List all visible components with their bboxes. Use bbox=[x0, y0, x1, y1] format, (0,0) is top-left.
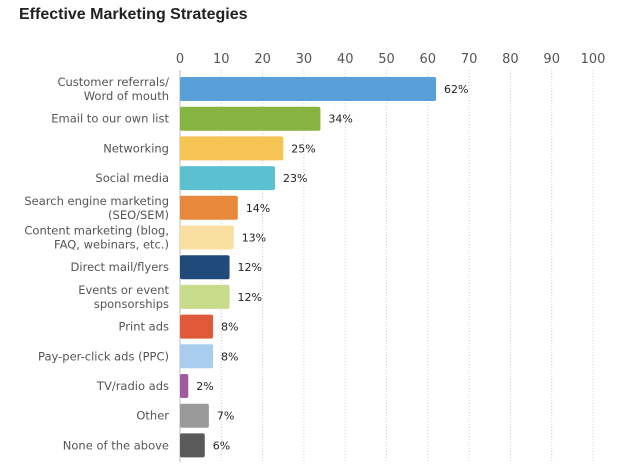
bar bbox=[180, 403, 209, 428]
x-tick-label: 0 bbox=[176, 52, 184, 67]
data-label: 23% bbox=[283, 172, 307, 185]
bar bbox=[180, 314, 214, 339]
x-tick-label: 50 bbox=[378, 52, 395, 67]
category-label: sponsorships bbox=[94, 297, 169, 311]
bar bbox=[180, 433, 205, 458]
category-label: Pay-per-click ads (PPC) bbox=[38, 349, 169, 363]
x-tick-label: 100 bbox=[581, 52, 606, 67]
category-label: Other bbox=[136, 409, 169, 423]
category-label: FAQ, webinars, etc.) bbox=[54, 238, 169, 252]
bar bbox=[180, 344, 214, 369]
bar bbox=[180, 374, 189, 398]
data-label: 14% bbox=[246, 202, 270, 215]
category-label: Search engine marketing bbox=[24, 194, 169, 208]
category-label: Email to our own list bbox=[51, 112, 169, 126]
bar bbox=[180, 166, 275, 191]
category-label: Print ads bbox=[119, 320, 169, 334]
x-tick-label: 70 bbox=[461, 52, 478, 67]
category-label: Events or event bbox=[78, 283, 169, 297]
x-tick-label: 40 bbox=[337, 52, 354, 67]
data-label: 8% bbox=[221, 350, 238, 363]
x-tick-label: 20 bbox=[254, 52, 271, 67]
bar bbox=[180, 255, 230, 280]
data-label: 6% bbox=[213, 439, 230, 452]
data-label: 13% bbox=[242, 232, 266, 245]
x-tick-label: 60 bbox=[420, 52, 437, 67]
category-label: Direct mail/flyers bbox=[71, 260, 169, 274]
chart-title: Effective Marketing Strategies bbox=[19, 6, 248, 23]
bar bbox=[180, 77, 437, 101]
x-tick-label: 10 bbox=[213, 52, 230, 67]
data-label: 7% bbox=[217, 410, 234, 423]
category-label: Social media bbox=[95, 171, 169, 185]
category-label: Networking bbox=[103, 141, 169, 155]
data-label: 25% bbox=[291, 142, 315, 155]
category-label: (SEO/SEM) bbox=[108, 208, 169, 222]
data-label: 2% bbox=[196, 380, 213, 393]
category-label: Content marketing (blog, bbox=[24, 224, 169, 238]
data-label: 62% bbox=[444, 83, 468, 96]
category-label: Word of mouth bbox=[84, 89, 169, 103]
bar bbox=[180, 284, 230, 309]
category-label: TV/radio ads bbox=[96, 379, 169, 393]
data-label: 12% bbox=[238, 291, 262, 304]
data-label: 8% bbox=[221, 321, 238, 334]
bar bbox=[180, 136, 284, 161]
bar bbox=[180, 225, 234, 250]
bar bbox=[180, 106, 321, 131]
category-label: None of the above bbox=[63, 438, 169, 452]
x-tick-label: 90 bbox=[543, 52, 560, 67]
data-label: 12% bbox=[238, 261, 262, 274]
data-label: 34% bbox=[328, 113, 352, 126]
category-label: Customer referrals/ bbox=[57, 75, 169, 89]
x-tick-label: 80 bbox=[502, 52, 519, 67]
x-tick-label: 30 bbox=[296, 52, 313, 67]
bar bbox=[180, 195, 238, 220]
